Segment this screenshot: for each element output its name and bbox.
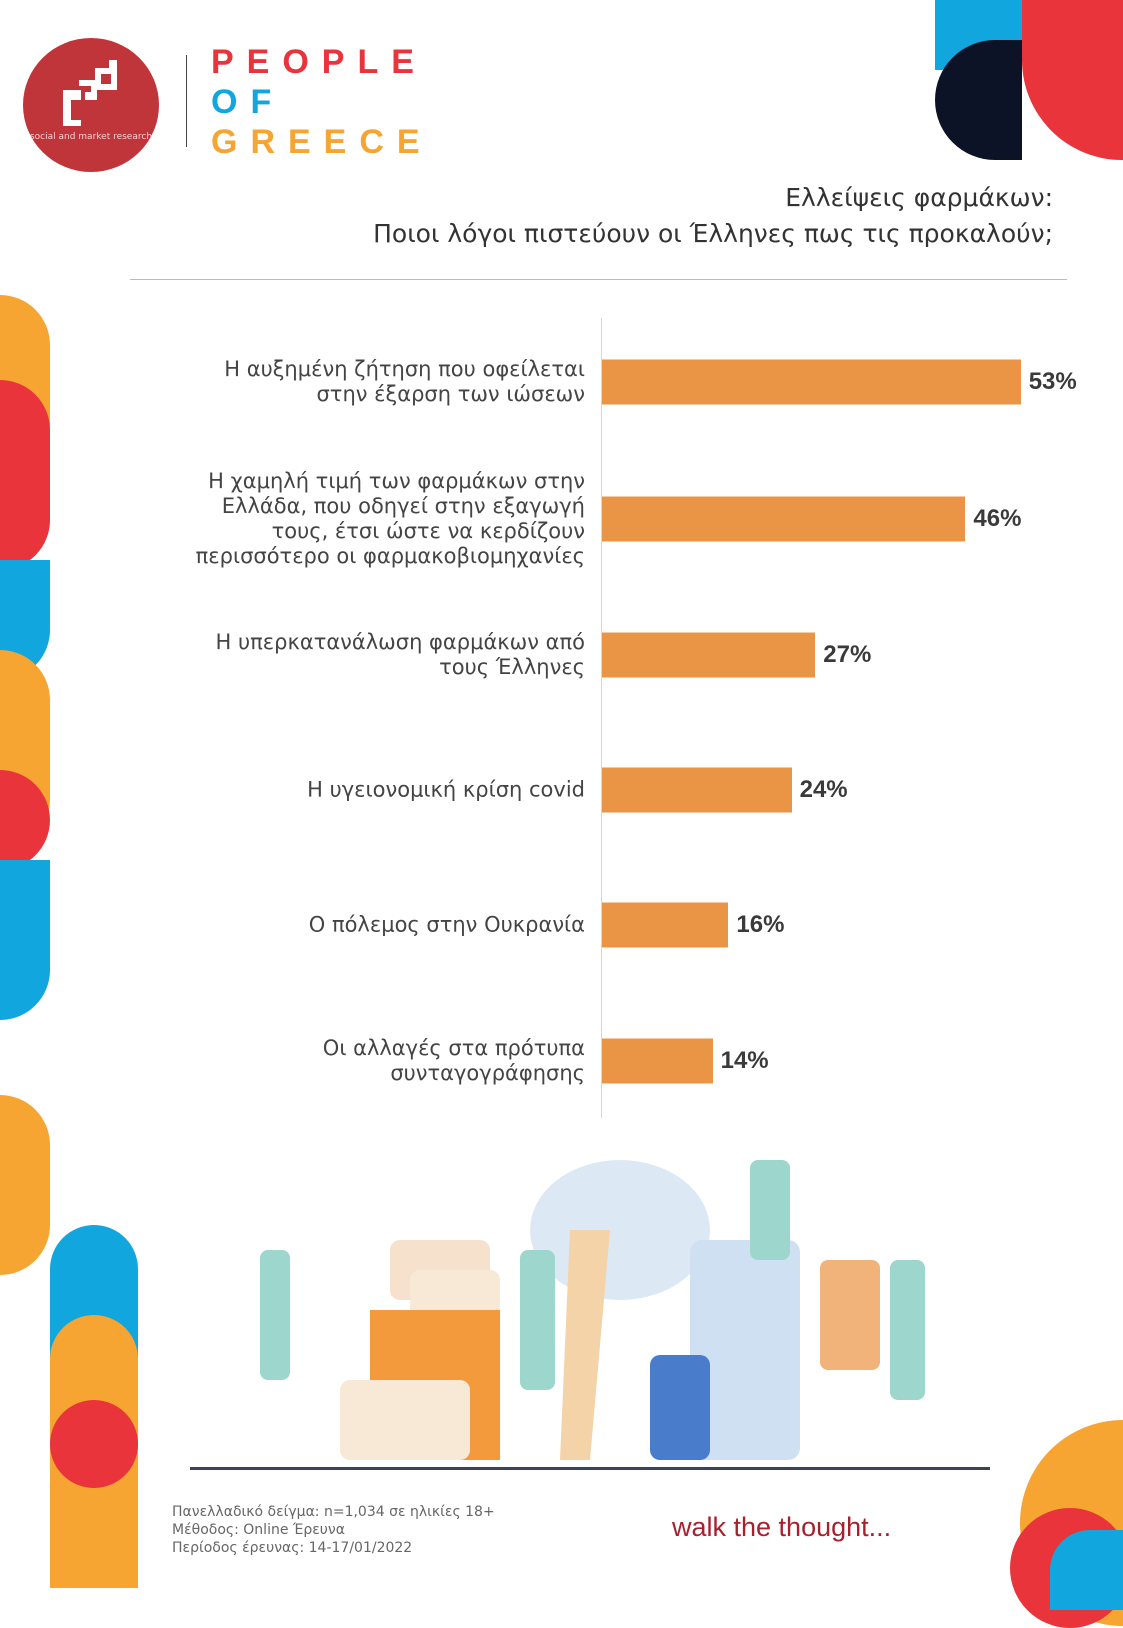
- bar: [602, 496, 966, 542]
- category-label: Ο πόλεμος στην Ουκρανία: [308, 912, 585, 937]
- category-label: Η αυξημένη ζήτηση που οφείλεται στην έξαρ…: [224, 357, 585, 406]
- decor-left: [0, 0, 50, 1588]
- bar: [602, 902, 729, 948]
- decor-top-right: [935, 0, 1123, 160]
- data-label: 24%: [799, 776, 848, 803]
- title-divider: [130, 279, 1067, 280]
- category-label: Η υγειονομική κρίση covid: [307, 777, 585, 802]
- tagline: walk the thought...: [672, 1512, 892, 1542]
- data-label: 27%: [823, 641, 872, 668]
- pharmacy-illustration: [190, 1160, 990, 1470]
- decor-left-bottom: [50, 1225, 138, 1588]
- chart-axis: [601, 318, 602, 1118]
- decor-bottom-right: [1010, 1420, 1123, 1628]
- category-label: Η χαμηλή τιμή των φαρμάκων στην Ελλάδα, π…: [195, 469, 585, 568]
- people-of-greece-logo: PEOPLE OF GREECE: [211, 43, 433, 161]
- bar: [602, 767, 792, 813]
- bar: [602, 1038, 713, 1084]
- category-label: Η υπερκατανάλωση φαρμάκων από τους Έλληνε…: [215, 630, 585, 679]
- data-label: 53%: [1028, 368, 1077, 395]
- logo-divider: [186, 55, 187, 147]
- data-label: 16%: [736, 911, 785, 938]
- category-label: Οι αλλαγές στα πρότυπα συνταγογράφησης: [322, 1036, 585, 1085]
- chart-title: Ελλείψεις φαρμάκων: Ποιοι λόγοι πιστεύου…: [373, 183, 1053, 248]
- logo-mark-icon: [63, 60, 117, 126]
- logo-subtitle: social and market research: [29, 132, 153, 142]
- data-label: 46%: [973, 505, 1022, 532]
- methodology-note: Πανελλαδικό δείγμα: n=1,034 σε ηλικίες 1…: [172, 1504, 495, 1556]
- data-label: 14%: [720, 1047, 769, 1074]
- bar: [602, 632, 816, 678]
- bar: [602, 359, 1021, 405]
- company-logo: social and market research: [23, 38, 159, 172]
